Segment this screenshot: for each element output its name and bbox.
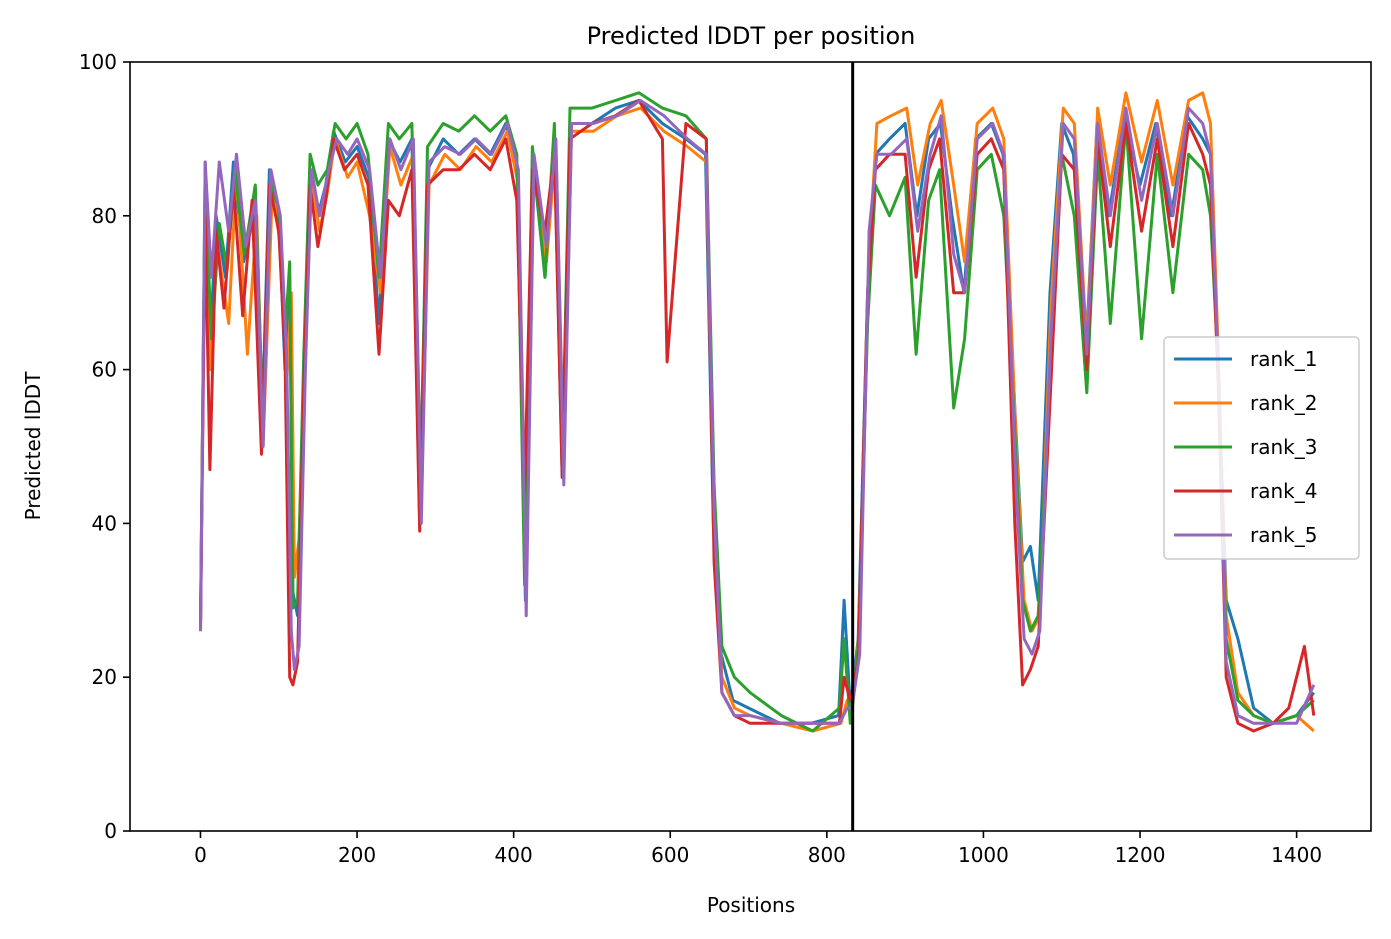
legend-box [1163,336,1360,560]
legend: rank_1 rank_2 rank_3 rank_4 rank_5 [1163,336,1360,560]
x-tick-label: 800 [808,843,846,867]
x-tick-label: 400 [495,843,533,867]
legend-label-rank_5: rank_5 [1250,523,1317,547]
x-tick-label: 1400 [1271,843,1322,867]
x-tick-label: 1200 [1115,843,1166,867]
x-tick-label: 0 [194,843,207,867]
chart-title: Predicted lDDT per position [587,22,916,50]
plot-frame [129,61,1372,832]
y-tick-label: 0 [104,819,117,843]
y-tick-label: 60 [92,358,117,382]
x-tick-label: 600 [651,843,689,867]
legend-label-rank_4: rank_4 [1250,479,1317,503]
y-tick-label: 100 [79,50,117,74]
plot-lines [199,91,1316,733]
x-axis-label: Positions [707,893,795,917]
x-tick-label: 1000 [958,843,1009,867]
y-tick-label: 40 [92,511,117,535]
legend-label-rank_1: rank_1 [1250,347,1317,371]
y-axis-label: Predicted lDDT [21,371,45,521]
legend-label-rank_2: rank_2 [1250,391,1317,415]
legend-label-rank_3: rank_3 [1250,435,1317,459]
y-tick-label: 20 [92,665,117,689]
x-tick-label: 200 [338,843,376,867]
series-line-rank_5 [199,99,1316,725]
y-tick-label: 80 [92,204,117,228]
x-axis: 0 200 400 600 800 1000 1200 1400 [194,831,1322,867]
y-axis: 0 20 40 60 80 100 [79,50,130,843]
